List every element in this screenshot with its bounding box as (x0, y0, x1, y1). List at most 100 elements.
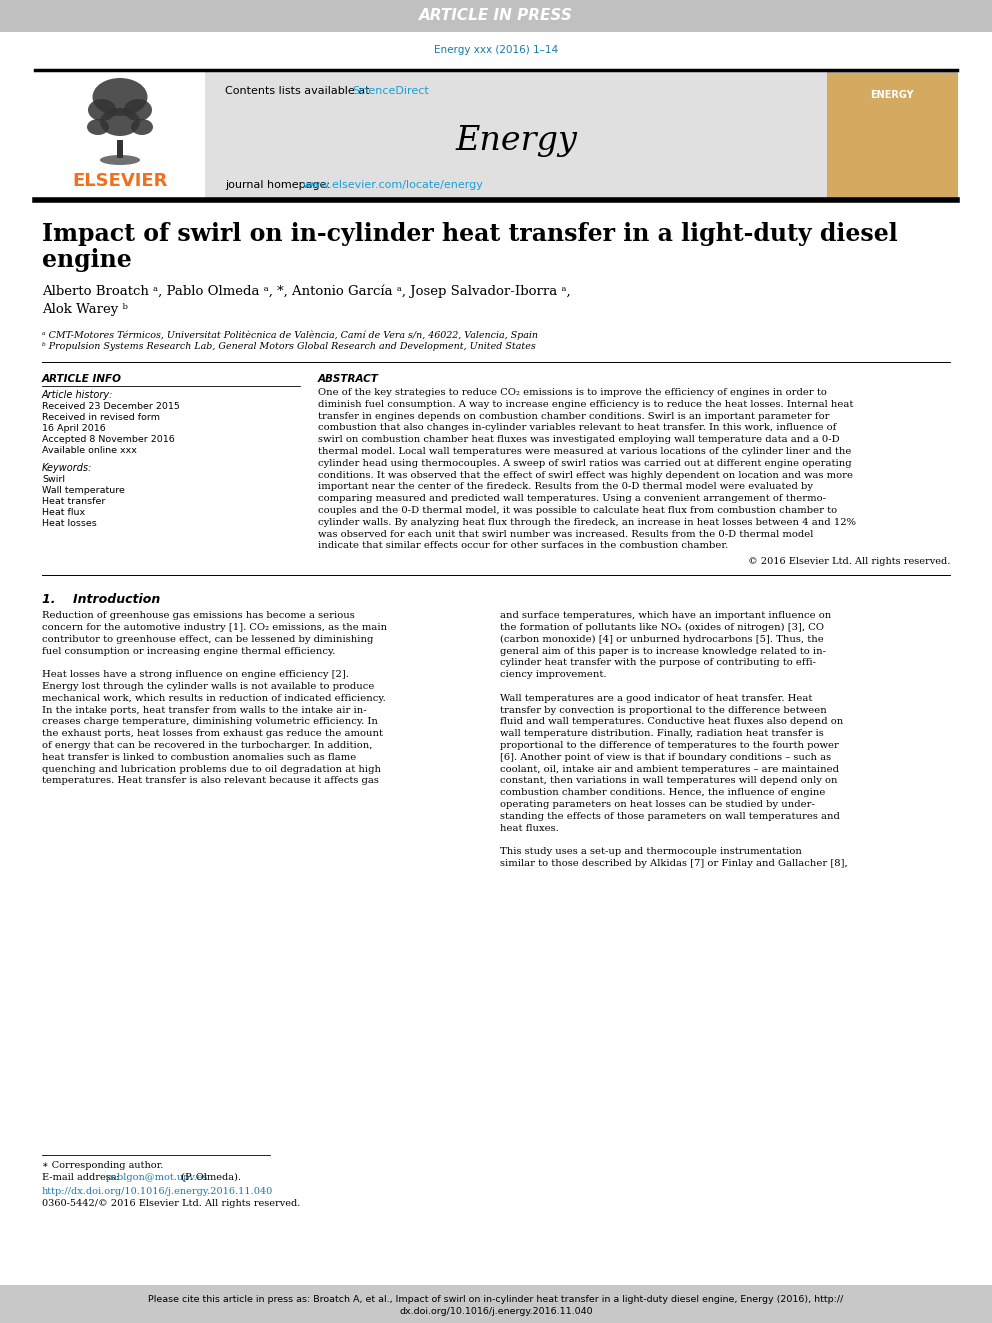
Text: Swirl: Swirl (42, 475, 65, 484)
Text: cylinder heat transfer with the purpose of contributing to effi-: cylinder heat transfer with the purpose … (500, 659, 816, 667)
Text: mechanical work, which results in reduction of indicated efficiency.: mechanical work, which results in reduct… (42, 693, 386, 703)
Text: Received in revised form: Received in revised form (42, 413, 160, 422)
Text: Impact of swirl on in-cylinder heat transfer in a light-duty diesel: Impact of swirl on in-cylinder heat tran… (42, 222, 898, 246)
Text: dx.doi.org/10.1016/j.energy.2016.11.040: dx.doi.org/10.1016/j.energy.2016.11.040 (399, 1307, 593, 1316)
Text: Wall temperature: Wall temperature (42, 486, 125, 495)
Text: [6]. Another point of view is that if boundary conditions – such as: [6]. Another point of view is that if bo… (500, 753, 831, 762)
Text: wall temperature distribution. Finally, radiation heat transfer is: wall temperature distribution. Finally, … (500, 729, 823, 738)
Text: Heat losses have a strong influence on engine efficiency [2].: Heat losses have a strong influence on e… (42, 671, 349, 679)
Text: Article history:: Article history: (42, 390, 113, 400)
Bar (117, 140, 123, 157)
Text: concern for the automotive industry [1]. CO₂ emissions, as the main: concern for the automotive industry [1].… (42, 623, 387, 632)
Text: coolant, oil, intake air and ambient temperatures – are maintained: coolant, oil, intake air and ambient tem… (500, 765, 839, 774)
Text: Alberto Broatch ᵃ, Pablo Olmeda ᵃ, *, Antonio García ᵃ, Josep Salvador-Iborra ᵃ,: Alberto Broatch ᵃ, Pablo Olmeda ᵃ, *, An… (42, 284, 570, 299)
Ellipse shape (124, 99, 152, 120)
Text: E-mail address:: E-mail address: (42, 1174, 122, 1181)
Text: www.elsevier.com/locate/energy: www.elsevier.com/locate/energy (303, 180, 483, 191)
Text: ARTICLE INFO: ARTICLE INFO (42, 374, 122, 384)
Text: cylinder walls. By analyzing heat flux through the firedeck, an increase in heat: cylinder walls. By analyzing heat flux t… (318, 517, 856, 527)
Text: transfer in engines depends on combustion chamber conditions. Swirl is an import: transfer in engines depends on combustio… (318, 411, 829, 421)
Text: proportional to the difference of temperatures to the fourth power: proportional to the difference of temper… (500, 741, 839, 750)
Text: conditions. It was observed that the effect of swirl effect was highly dependent: conditions. It was observed that the eff… (318, 471, 853, 480)
Text: ciency improvement.: ciency improvement. (500, 671, 606, 679)
Text: (P. Olmeda).: (P. Olmeda). (178, 1174, 241, 1181)
Text: Heat transfer: Heat transfer (42, 497, 105, 505)
Text: contributor to greenhouse effect, can be lessened by diminishing: contributor to greenhouse effect, can be… (42, 635, 373, 644)
Bar (35, 71, 205, 198)
Ellipse shape (100, 155, 140, 165)
Text: ABSTRACT: ABSTRACT (318, 374, 379, 384)
Text: important near the center of the firedeck. Results from the 0-D thermal model we: important near the center of the firedec… (318, 483, 813, 491)
Text: swirl on combustion chamber heat fluxes was investigated employing wall temperat: swirl on combustion chamber heat fluxes … (318, 435, 839, 445)
Text: diminish fuel consumption. A way to increase engine efficiency is to reduce the : diminish fuel consumption. A way to incr… (318, 400, 853, 409)
Text: In the intake ports, heat transfer from walls to the intake air in-: In the intake ports, heat transfer from … (42, 705, 367, 714)
Text: combustion that also changes in-cylinder variables relevant to heat transfer. In: combustion that also changes in-cylinder… (318, 423, 836, 433)
Text: ARTICLE IN PRESS: ARTICLE IN PRESS (419, 8, 573, 24)
Text: combustion chamber conditions. Hence, the influence of engine: combustion chamber conditions. Hence, th… (500, 789, 825, 798)
Ellipse shape (88, 99, 116, 120)
Text: general aim of this paper is to increase knowledge related to in-: general aim of this paper is to increase… (500, 647, 826, 656)
Text: ScienceDirect: ScienceDirect (352, 86, 430, 97)
Text: operating parameters on heat losses can be studied by under-: operating parameters on heat losses can … (500, 800, 814, 808)
Text: 0360-5442/© 2016 Elsevier Ltd. All rights reserved.: 0360-5442/© 2016 Elsevier Ltd. All right… (42, 1199, 301, 1208)
Text: Energy xxx (2016) 1–14: Energy xxx (2016) 1–14 (434, 45, 558, 56)
Text: journal homepage:: journal homepage: (225, 180, 333, 191)
Text: quenching and lubrication problems due to oil degradation at high: quenching and lubrication problems due t… (42, 765, 381, 774)
Ellipse shape (100, 108, 140, 136)
Text: Received 23 December 2015: Received 23 December 2015 (42, 402, 180, 411)
Ellipse shape (92, 78, 148, 116)
Bar (827, 71, 957, 198)
Text: Energy: Energy (455, 124, 577, 157)
Text: Heat losses: Heat losses (42, 519, 97, 528)
Text: the exhaust ports, heat losses from exhaust gas reduce the amount: the exhaust ports, heat losses from exha… (42, 729, 383, 738)
Text: Energy lost through the cylinder walls is not available to produce: Energy lost through the cylinder walls i… (42, 681, 374, 691)
Ellipse shape (87, 119, 109, 135)
Text: creases charge temperature, diminishing volumetric efficiency. In: creases charge temperature, diminishing … (42, 717, 378, 726)
Text: Accepted 8 November 2016: Accepted 8 November 2016 (42, 435, 175, 445)
Text: temperatures. Heat transfer is also relevant because it affects gas: temperatures. Heat transfer is also rele… (42, 777, 379, 786)
Text: fluid and wall temperatures. Conductive heat fluxes also depend on: fluid and wall temperatures. Conductive … (500, 717, 843, 726)
Bar (0, 0, 992, 32)
Text: Alok Warey ᵇ: Alok Warey ᵇ (42, 303, 128, 316)
Text: Keywords:: Keywords: (42, 463, 92, 474)
Text: http://dx.doi.org/10.1016/j.energy.2016.11.040: http://dx.doi.org/10.1016/j.energy.2016.… (42, 1187, 273, 1196)
Text: One of the key strategies to reduce CO₂ emissions is to improve the efficiency o: One of the key strategies to reduce CO₂ … (318, 388, 827, 397)
Text: the formation of pollutants like NOₓ (oxides of nitrogen) [3], CO: the formation of pollutants like NOₓ (ox… (500, 623, 824, 632)
Text: 1.    Introduction: 1. Introduction (42, 593, 161, 606)
Text: pablgon@mot.upv.es: pablgon@mot.upv.es (106, 1174, 208, 1181)
Text: Available online xxx: Available online xxx (42, 446, 137, 455)
Text: thermal model. Local wall temperatures were measured at various locations of the: thermal model. Local wall temperatures w… (318, 447, 851, 456)
Text: heat fluxes.: heat fluxes. (500, 824, 558, 832)
Text: of energy that can be recovered in the turbocharger. In addition,: of energy that can be recovered in the t… (42, 741, 373, 750)
Text: comparing measured and predicted wall temperatures. Using a convenient arrangeme: comparing measured and predicted wall te… (318, 495, 826, 503)
Text: couples and the 0-D thermal model, it was possible to calculate heat flux from c: couples and the 0-D thermal model, it wa… (318, 505, 837, 515)
Text: transfer by convection is proportional to the difference between: transfer by convection is proportional t… (500, 705, 826, 714)
Text: fuel consumption or increasing engine thermal efficiency.: fuel consumption or increasing engine th… (42, 647, 335, 656)
Text: © 2016 Elsevier Ltd. All rights reserved.: © 2016 Elsevier Ltd. All rights reserved… (748, 557, 950, 566)
Text: (carbon monoxide) [4] or unburned hydrocarbons [5]. Thus, the: (carbon monoxide) [4] or unburned hydroc… (500, 635, 823, 644)
Text: Contents lists available at: Contents lists available at (225, 86, 373, 97)
Text: standing the effects of those parameters on wall temperatures and: standing the effects of those parameters… (500, 812, 840, 820)
Text: ELSEVIER: ELSEVIER (72, 172, 168, 191)
Text: ∗ Corresponding author.: ∗ Corresponding author. (42, 1162, 164, 1170)
Text: Heat flux: Heat flux (42, 508, 85, 517)
Text: constant, then variations in wall temperatures will depend only on: constant, then variations in wall temper… (500, 777, 837, 786)
Text: heat transfer is linked to combustion anomalies such as flame: heat transfer is linked to combustion an… (42, 753, 356, 762)
Text: Please cite this article in press as: Broatch A, et al., Impact of swirl on in-c: Please cite this article in press as: Br… (149, 1295, 843, 1304)
Text: was observed for each unit that swirl number was increased. Results from the 0-D: was observed for each unit that swirl nu… (318, 529, 813, 538)
Ellipse shape (131, 119, 153, 135)
Text: ENERGY: ENERGY (870, 90, 914, 101)
Text: indicate that similar effects occur for other surfaces in the combustion chamber: indicate that similar effects occur for … (318, 541, 728, 550)
Text: Wall temperatures are a good indicator of heat transfer. Heat: Wall temperatures are a good indicator o… (500, 693, 812, 703)
Text: 16 April 2016: 16 April 2016 (42, 423, 106, 433)
Text: similar to those described by Alkidas [7] or Finlay and Gallacher [8],: similar to those described by Alkidas [7… (500, 859, 848, 868)
Text: Reduction of greenhouse gas emissions has become a serious: Reduction of greenhouse gas emissions ha… (42, 611, 355, 620)
Text: ᵇ Propulsion Systems Research Lab, General Motors Global Research and Developmen: ᵇ Propulsion Systems Research Lab, Gener… (42, 343, 536, 351)
Text: This study uses a set-up and thermocouple instrumentation: This study uses a set-up and thermocoupl… (500, 847, 802, 856)
Text: engine: engine (42, 247, 132, 273)
Bar (0, 1285, 992, 1323)
Text: ᵃ CMT-Motores Térmicos, Universitat Politècnica de València, Camí de Vera s/n, 4: ᵃ CMT-Motores Térmicos, Universitat Poli… (42, 329, 538, 340)
Text: and surface temperatures, which have an important influence on: and surface temperatures, which have an … (500, 611, 831, 620)
Bar (205, 71, 827, 198)
Text: cylinder head using thermocouples. A sweep of swirl ratios was carried out at di: cylinder head using thermocouples. A swe… (318, 459, 851, 468)
